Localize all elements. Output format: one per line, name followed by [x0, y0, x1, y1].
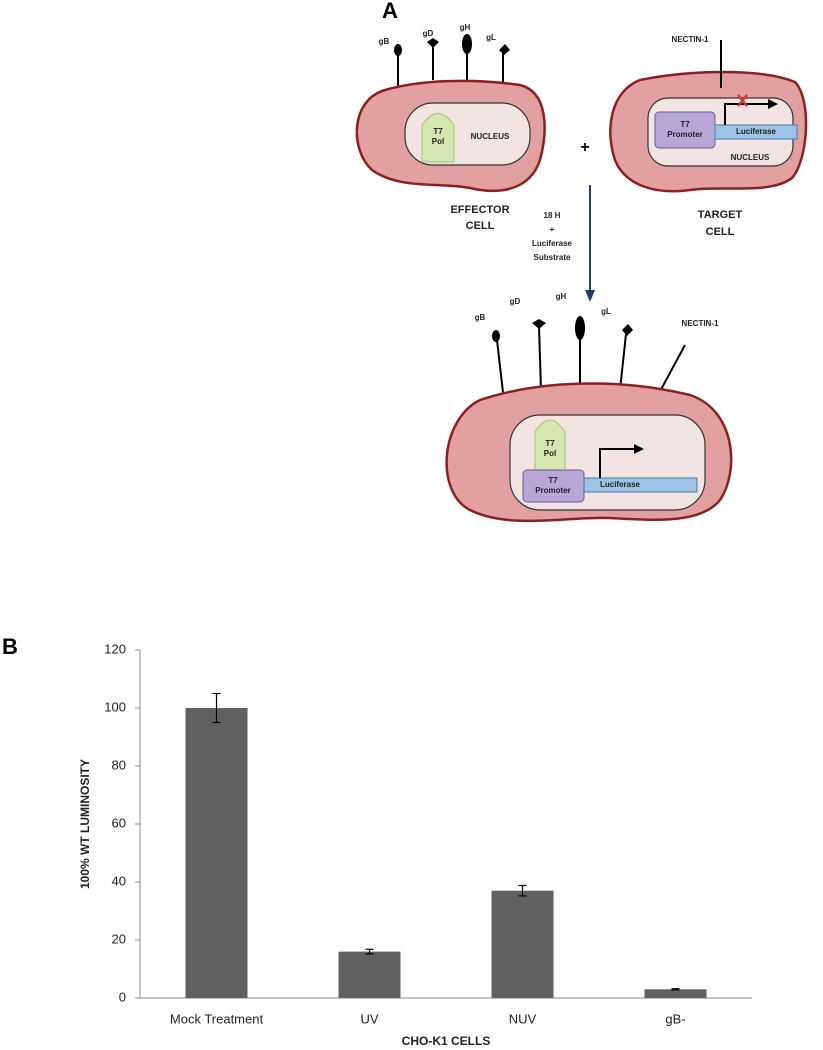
glycoprotein-label: gH — [556, 292, 567, 301]
cell-caption: CELL — [706, 226, 735, 238]
bar — [491, 890, 554, 998]
bar-chart: CHO-K1 CELLS 100% WT LUMINOSITY 0 20 40 60 8… — [78, 641, 752, 1048]
glycoprotein-label: gL — [486, 33, 496, 42]
x-tick-label: gB- — [665, 1011, 685, 1026]
nucleus-label: NUCLEUS — [471, 132, 510, 141]
y-tick-label: 100 — [104, 699, 126, 714]
polymerase-label: T7 — [545, 439, 555, 448]
reporter-label: Luciferase — [736, 127, 777, 136]
y-tick-label: 120 — [104, 641, 126, 656]
y-axis-title: 100% WT LUMINOSITY — [78, 759, 92, 889]
step-label: 18 H — [544, 211, 561, 220]
bar — [644, 989, 707, 998]
promoter-label: Promoter — [667, 130, 703, 139]
step-label: + — [550, 225, 555, 234]
x-axis-title: CHO-K1 CELLS — [402, 1034, 491, 1048]
y-tick-label: 0 — [119, 989, 126, 1004]
bar — [185, 708, 248, 998]
polymerase-label: Pol — [544, 449, 556, 458]
promoter-label: T7 — [548, 476, 558, 485]
y-tick-label: 60 — [112, 815, 126, 830]
glycoprotein-label: gD — [510, 297, 521, 306]
nucleus-label: NUCLEUS — [731, 153, 770, 162]
polymerase-label: Pol — [432, 137, 444, 146]
effector-cell: gB gD gH gL T7 Pol NUCLEUS EFFECTOR CELL — [355, 23, 546, 232]
step-label: Substrate — [534, 253, 571, 262]
cell-caption: CELL — [466, 220, 495, 232]
glycoprotein-label: gL — [601, 307, 611, 316]
glycoprotein-label: gD — [423, 29, 434, 38]
y-tick-label: 20 — [112, 931, 126, 946]
cell-caption: TARGET — [698, 209, 743, 221]
glycoprotein-label: gB — [475, 313, 486, 322]
glycoprotein-label: gH — [460, 23, 471, 32]
cell-caption: EFFECTOR — [450, 204, 509, 216]
glycoprotein-label: gB — [379, 37, 390, 46]
fused-cell: gB gD gH gL NECTIN-1 T7 Pol T7 Promoter … — [445, 292, 733, 523]
bar — [338, 951, 401, 998]
plus-sign: + — [580, 139, 589, 156]
panel-label: B — [2, 634, 18, 659]
promoter-label: Promoter — [535, 486, 571, 495]
y-tick-label: 80 — [112, 757, 126, 772]
receptor-label: NECTIN-1 — [672, 35, 709, 44]
x-tick-label: NUV — [509, 1011, 537, 1026]
x-tick-label: UV — [360, 1011, 378, 1026]
panel-label: A — [382, 0, 398, 23]
receptor-label: NECTIN-1 — [682, 319, 719, 328]
y-tick-label: 40 — [112, 873, 126, 888]
step-label: Luciferase — [532, 239, 573, 248]
x-tick-label: Mock Treatment — [170, 1011, 264, 1026]
target-cell: NECTIN-1 T7 Promoter Luciferase NUCLEUS … — [609, 35, 808, 238]
polymerase-label: T7 — [433, 127, 443, 136]
promoter-label: T7 — [680, 120, 690, 129]
reporter-label: Luciferase — [600, 480, 641, 489]
